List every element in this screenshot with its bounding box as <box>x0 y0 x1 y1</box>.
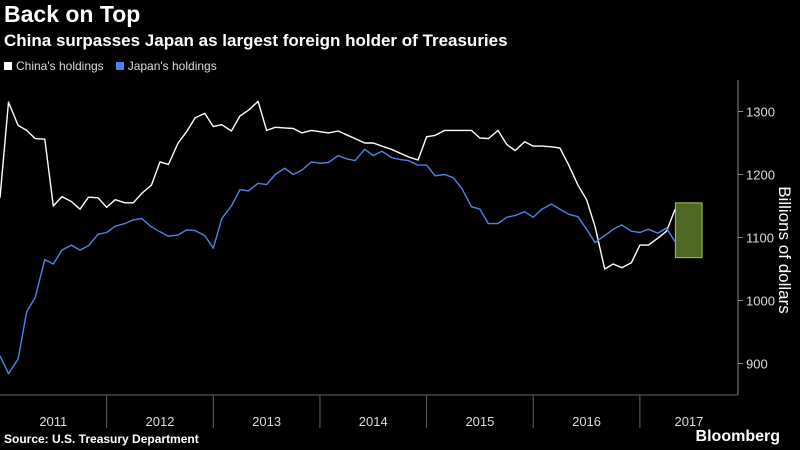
x-tick-label-2014: 2014 <box>359 414 388 429</box>
y-tick-label-1000: 1000 <box>746 294 775 309</box>
brand-logo: Bloomberg <box>695 428 780 445</box>
x-tick-label-2016: 2016 <box>572 414 601 429</box>
chart-title: Back on Top <box>4 1 141 27</box>
x-tick-label-2011: 2011 <box>39 414 67 429</box>
series-line-japan <box>0 148 676 375</box>
y-tick-label-1100: 1100 <box>746 231 774 246</box>
source-note: Source: U.S. Treasury Department <box>4 432 199 446</box>
y-tick-label-900: 900 <box>746 357 768 372</box>
legend-item-japan: Japan's holdings <box>115 59 217 73</box>
x-tick-label-2013: 2013 <box>252 414 281 429</box>
y-axis-label: Billions of dollars <box>775 186 794 314</box>
y-tick-label-1200: 1200 <box>746 168 775 183</box>
legend: China's holdings Japan's holdings <box>4 59 217 73</box>
legend-label-china: China's holdings <box>16 59 104 73</box>
y-tick-label-1300: 1300 <box>746 105 775 120</box>
x-tick-label-2012: 2012 <box>146 414 175 429</box>
legend-swatch-china <box>4 62 12 70</box>
legend-label-japan: Japan's holdings <box>127 59 217 73</box>
series-line-china <box>0 100 676 270</box>
x-tick-label-2017: 2017 <box>674 414 703 429</box>
highlight-box <box>674 202 703 259</box>
legend-item-china: China's holdings <box>4 59 104 73</box>
legend-swatch-japan <box>115 62 124 70</box>
chart-subtitle: China surpasses Japan as largest foreign… <box>4 31 508 50</box>
x-tick-label-2015: 2015 <box>465 414 494 429</box>
